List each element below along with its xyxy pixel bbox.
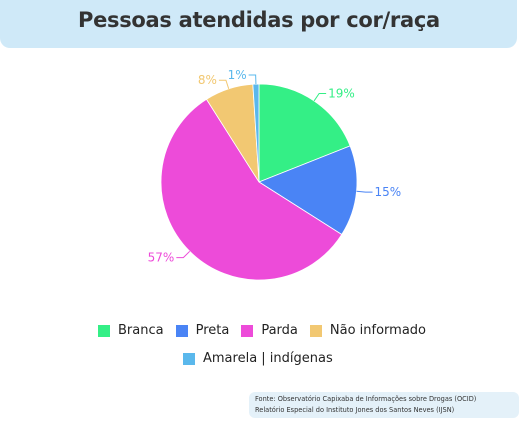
legend-label-parda: Parda [261,323,298,338]
legend-item-preta: Preta [175,323,230,338]
legend-row-2: Amarela | indígenas [183,351,345,366]
source-line-1: Fonte: Observatório Capixaba de Informaç… [255,395,477,403]
data-label-branca: 19% [328,87,355,101]
legend-swatch-branca [98,324,110,337]
legend-row-1: Branca Preta Parda Não informado [98,323,438,338]
data-label-n-o-informado: 8% [198,73,217,87]
source-box: Fonte: Observatório Capixaba de Informaç… [249,392,519,418]
legend-item-branca: Branca [98,323,164,338]
leader-line-parda [176,250,191,259]
legend-label-amarela-indigenas: Amarela | indígenas [203,351,333,366]
data-label-parda: 57% [148,251,175,265]
pie-slice-branca [258,83,351,183]
data-label-amarela-ind-genas: 1% [228,68,247,82]
title-banner: Pessoas atendidas por cor/raça [0,0,517,48]
leader-line-branca [313,93,327,102]
source-line-2: Relatório Especial do Instituto Jones do… [255,406,455,414]
legend-swatch-amarela-indigenas [183,352,195,365]
leader-line-preta [356,190,373,193]
legend-label-branca: Branca [118,323,164,338]
pie-slice-parda [160,98,343,281]
legend-swatch-preta [175,324,188,337]
legend-swatch-parda [241,324,254,337]
legend-swatch-nao-informado [309,324,322,337]
leader-line-amarela-ind-genas [248,74,257,85]
legend-item-parda: Parda [241,323,298,338]
legend-item-nao-informado: Não informado [309,323,427,338]
legend-label-nao-informado: Não informado [329,323,427,338]
pie-slice-preta [258,145,358,236]
legend-item-amarela-indigenas: Amarela | indígenas [183,351,333,366]
data-label-preta: 15% [375,185,402,199]
pie-slice-amarela-ind-genas [252,83,260,183]
chart-title: Pessoas atendidas por cor/raça [78,8,440,32]
leader-line-n-o-informado [218,79,230,89]
legend-label-preta: Preta [195,323,230,338]
